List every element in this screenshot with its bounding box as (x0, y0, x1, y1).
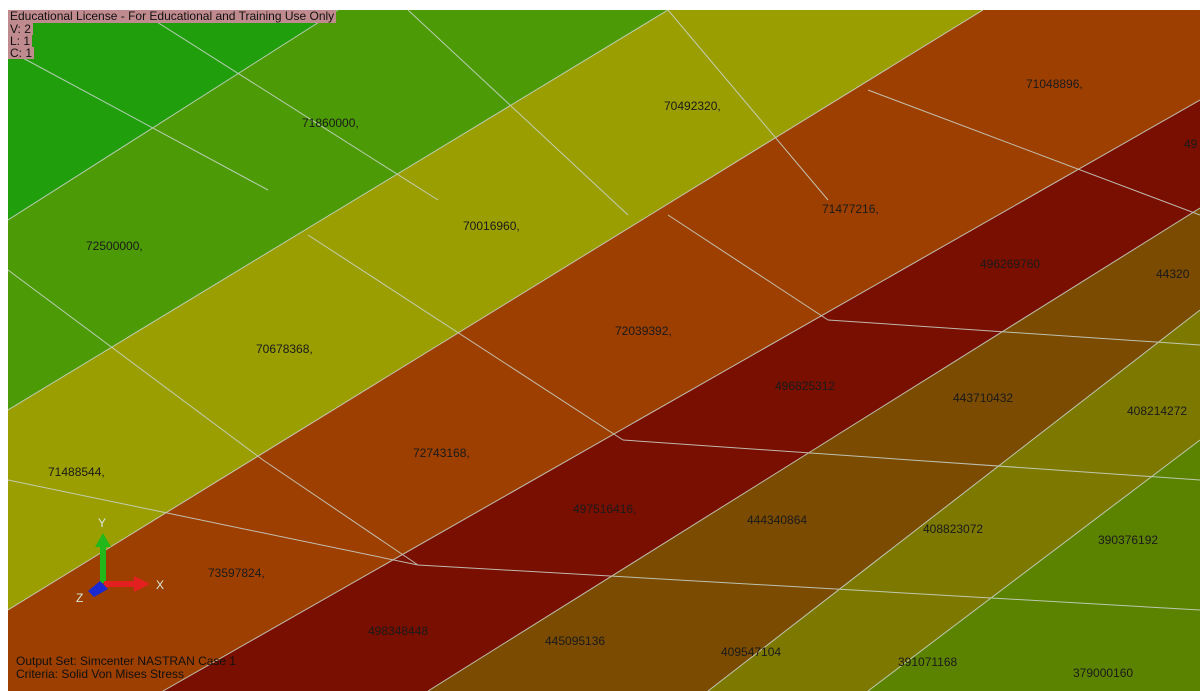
element-value: 71488544, (48, 465, 105, 479)
element-value: 379000160 (1073, 666, 1133, 680)
view-indicator: V: 2 (8, 22, 33, 36)
element-value: 496825312 (775, 379, 835, 393)
license-banner: Educational License - For Educational an… (8, 9, 337, 23)
fem-viewport[interactable]: 18873760 71860000, 70492320, 71048896, 4… (8, 10, 1200, 691)
element-value: 70678368, (256, 342, 313, 356)
x-axis-arrow (104, 576, 150, 592)
z-axis-arrow (88, 581, 108, 597)
criteria-label: Criteria: Solid Von Mises Stress (16, 667, 185, 681)
output-set-label: Output Set: Simcenter NASTRAN Case 1 (16, 654, 237, 668)
layer-indicator: L: 1 (8, 34, 33, 48)
color-indicator: C: 1 (8, 46, 35, 60)
element-value: 70492320, (664, 99, 721, 113)
element-value: 73597824, (208, 566, 265, 580)
y-axis-label: Y (98, 516, 106, 530)
band-orange (8, 10, 1200, 691)
element-value: 390376192 (1098, 533, 1158, 547)
element-value: 71048896, (1026, 77, 1083, 91)
element-value: 443710432 (953, 391, 1013, 405)
stress-contour-plot[interactable]: 18873760 71860000, 70492320, 71048896, 4… (8, 10, 1200, 691)
element-value: 71860000, (302, 116, 359, 130)
element-value: 409547104 (721, 645, 781, 659)
element-value: 445095136 (545, 634, 605, 648)
x-axis-label: X (156, 578, 164, 592)
y-axis-arrow (95, 533, 111, 583)
element-value: 70016960, (463, 219, 520, 233)
element-value: 444340864 (747, 513, 807, 527)
element-value: 72743168, (413, 446, 470, 460)
element-value-labels: 18873760 71860000, 70492320, 71048896, 4… (48, 10, 1198, 680)
mesh-lines (8, 10, 1200, 691)
element-value: 44320 (1156, 267, 1190, 281)
element-value: 408214272 (1127, 404, 1187, 418)
element-value: 72500000, (86, 239, 143, 253)
element-value: 49 (1184, 137, 1198, 151)
element-value: 71477216, (822, 202, 879, 216)
element-value: 408823072 (923, 522, 983, 536)
z-axis-label: Z (76, 591, 83, 605)
element-value: 72039392, (615, 324, 672, 338)
axis-triad: Y X Z (76, 516, 164, 605)
element-value: 498348448 (368, 624, 428, 638)
element-value: 496269760 (980, 257, 1040, 271)
element-value: 497516416, (573, 502, 636, 516)
element-value: 391071168 (898, 655, 958, 669)
